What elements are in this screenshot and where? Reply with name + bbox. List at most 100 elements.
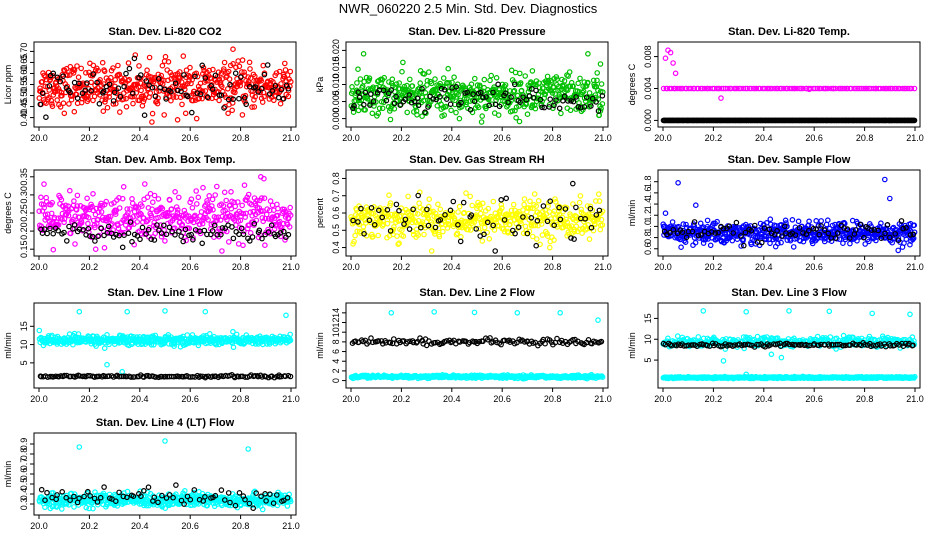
data-point xyxy=(725,85,731,92)
data-point xyxy=(204,94,211,101)
data-point xyxy=(352,92,359,99)
x-tick-label: 20.2 xyxy=(393,394,411,404)
x-tick-label: 21.0 xyxy=(282,262,300,272)
data-point xyxy=(75,74,82,81)
data-point xyxy=(161,112,168,118)
data-point xyxy=(172,80,179,87)
data-point xyxy=(483,94,489,100)
data-point xyxy=(456,203,463,210)
data-point xyxy=(236,63,243,70)
data-point xyxy=(595,108,602,114)
data-point xyxy=(60,100,67,107)
data-point xyxy=(249,104,255,110)
data-point xyxy=(239,57,246,63)
data-point xyxy=(391,224,397,230)
data-point xyxy=(480,94,486,101)
data-point xyxy=(546,244,553,251)
data-point xyxy=(379,105,386,112)
data-point-outlier xyxy=(283,312,289,319)
data-point xyxy=(594,70,601,76)
x-tick-label: 20.8 xyxy=(232,133,250,143)
data-point xyxy=(46,83,53,89)
data-point xyxy=(500,86,507,93)
data-point xyxy=(579,89,586,96)
data-point xyxy=(495,112,502,118)
data-point xyxy=(162,238,168,244)
data-point xyxy=(85,96,92,103)
data-point xyxy=(496,103,503,110)
data-point xyxy=(356,94,363,101)
data-point xyxy=(349,84,355,90)
data-point xyxy=(165,58,172,65)
data-point xyxy=(115,62,121,69)
data-point-outlier xyxy=(104,361,110,368)
data-point xyxy=(101,245,108,251)
data-point xyxy=(391,100,398,107)
data-point xyxy=(522,73,529,79)
data-point xyxy=(146,54,153,61)
data-point-outlier xyxy=(388,309,395,316)
data-point xyxy=(199,62,206,69)
data-point xyxy=(261,195,268,202)
data-point xyxy=(92,246,99,253)
x-tick-label: 20.8 xyxy=(856,262,874,272)
data-point xyxy=(209,196,216,203)
figure-title: NWR_060220 2.5 Min. Std. Dev. Diagnostic… xyxy=(338,1,598,16)
x-tick-label: 20.8 xyxy=(856,133,874,143)
data-point xyxy=(241,95,248,101)
x-tick-label: 20.2 xyxy=(81,394,99,404)
data-point xyxy=(72,241,78,247)
data-point xyxy=(529,102,536,108)
data-point xyxy=(84,80,90,86)
data-point xyxy=(467,107,474,113)
data-point xyxy=(357,76,364,82)
data-point xyxy=(470,91,476,97)
data-point xyxy=(189,205,196,211)
x-tick-label: 20.6 xyxy=(181,394,199,404)
data-point xyxy=(49,103,56,110)
y-tick-label: 14 xyxy=(331,308,341,318)
data-point xyxy=(405,95,412,101)
data-point xyxy=(561,78,568,84)
data-point xyxy=(417,80,424,86)
data-point xyxy=(147,90,154,96)
data-point xyxy=(193,115,200,122)
data-point xyxy=(119,244,126,251)
x-tick-label: 20.0 xyxy=(342,133,360,143)
data-point xyxy=(278,86,285,93)
data-point xyxy=(493,75,500,81)
data-point xyxy=(240,231,247,238)
data-point xyxy=(261,71,268,78)
data-point xyxy=(570,98,577,105)
data-point xyxy=(123,104,130,110)
data-point xyxy=(568,98,574,104)
data-point xyxy=(573,94,579,100)
y-tick-label: 0.45 xyxy=(19,98,29,116)
data-point xyxy=(125,60,132,66)
data-point xyxy=(510,201,517,208)
data-point xyxy=(789,217,796,223)
data-point xyxy=(123,70,129,77)
panel-title: Stan. Dev. Line 3 Flow xyxy=(731,287,847,299)
x-tick-label: 20.0 xyxy=(30,394,48,404)
x-tick-label: 21.0 xyxy=(906,133,924,143)
data-point xyxy=(212,72,219,79)
data-point xyxy=(911,85,918,92)
data-point xyxy=(486,236,493,242)
data-point xyxy=(140,93,146,99)
y-tick-label: 0.000 xyxy=(643,109,653,132)
data-point xyxy=(406,92,413,98)
data-point xyxy=(410,109,417,115)
data-point-outlier xyxy=(431,309,438,315)
data-point xyxy=(584,79,591,86)
x-tick-label: 21.0 xyxy=(282,394,300,404)
data-point xyxy=(396,86,403,92)
y-tick-label: 6 xyxy=(331,349,341,354)
data-point xyxy=(483,103,490,110)
data-point xyxy=(538,101,545,108)
data-point xyxy=(575,80,582,87)
data-point xyxy=(411,95,417,102)
data-point-outlier xyxy=(124,308,131,315)
